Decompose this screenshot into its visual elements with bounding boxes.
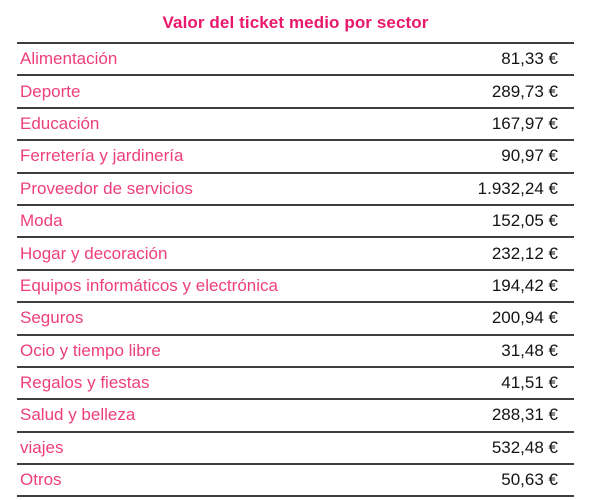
table-row: Equipos informáticos y electrónica 194,4…	[17, 268, 574, 302]
sector-label: Educación	[20, 113, 100, 133]
sector-label: Alimentación	[20, 49, 118, 69]
table-row: Hogar y decoración 232,12 €	[17, 236, 574, 269]
sector-label: Proveedor de servicios	[20, 178, 193, 198]
sector-label: viajes	[20, 437, 64, 457]
sector-label: Otros	[20, 470, 62, 490]
sector-value: 532,48 €	[491, 437, 558, 457]
table-row: Moda 152,05 €	[17, 203, 574, 237]
table-row: Deporte 289,73 €	[17, 74, 574, 107]
sector-value: 200,94 €	[491, 308, 558, 328]
sector-value: 90,97 €	[501, 146, 558, 166]
table-row: Alimentación 81,33 €	[17, 42, 574, 75]
sector-value: 1.932,24 €	[477, 178, 558, 198]
sector-value: 41,51 €	[501, 373, 558, 393]
table-row: Ferretería y jardinería 90,97 €	[17, 139, 574, 172]
sector-label: Deporte	[20, 81, 81, 101]
sector-label: Ocio y tiempo libre	[20, 340, 161, 360]
sector-label: Salud y belleza	[20, 405, 136, 425]
table-row: Proveedor de servicios 1.932,24 €	[17, 171, 574, 204]
sector-label: Equipos informáticos y electrónica	[20, 275, 278, 295]
sector-value: 167,97 €	[491, 113, 558, 133]
sector-label: Ferretería y jardinería	[20, 146, 184, 166]
table-row: Salud y belleza 288,31 €	[17, 398, 574, 431]
sector-value: 232,12 €	[491, 243, 558, 263]
sector-label: Moda	[20, 211, 63, 231]
sector-value: 194,42 €	[491, 275, 558, 295]
sector-value: 31,48 €	[501, 340, 558, 360]
sector-value: 50,63 €	[501, 470, 558, 490]
table-row: Regalos y fiestas 41,51 €	[17, 365, 574, 399]
sector-value: 81,33 €	[501, 49, 558, 69]
sector-rows: Alimentación 81,33 € Deporte 289,73 € Ed…	[17, 42, 574, 498]
sector-label: Hogar y decoración	[20, 243, 168, 263]
sector-value: 288,31 €	[491, 405, 558, 425]
sector-label: Regalos y fiestas	[20, 373, 150, 393]
sector-value: 289,73 €	[491, 81, 558, 101]
table-row: Ocio y tiempo libre 31,48 €	[17, 333, 574, 366]
table-row: Educación 167,97 €	[17, 106, 574, 140]
sector-label: Seguros	[20, 308, 84, 328]
table-title: Valor del ticket medio por sector	[162, 13, 429, 32]
ticket-medio-table: Valor del ticket medio por sector Alimen…	[17, 13, 574, 498]
table-row: Seguros 200,94 €	[17, 301, 574, 334]
table-row: viajes 532,48 €	[17, 430, 574, 464]
table-row: Otros 50,63 €	[17, 463, 574, 496]
sector-value: 152,05 €	[491, 211, 558, 231]
